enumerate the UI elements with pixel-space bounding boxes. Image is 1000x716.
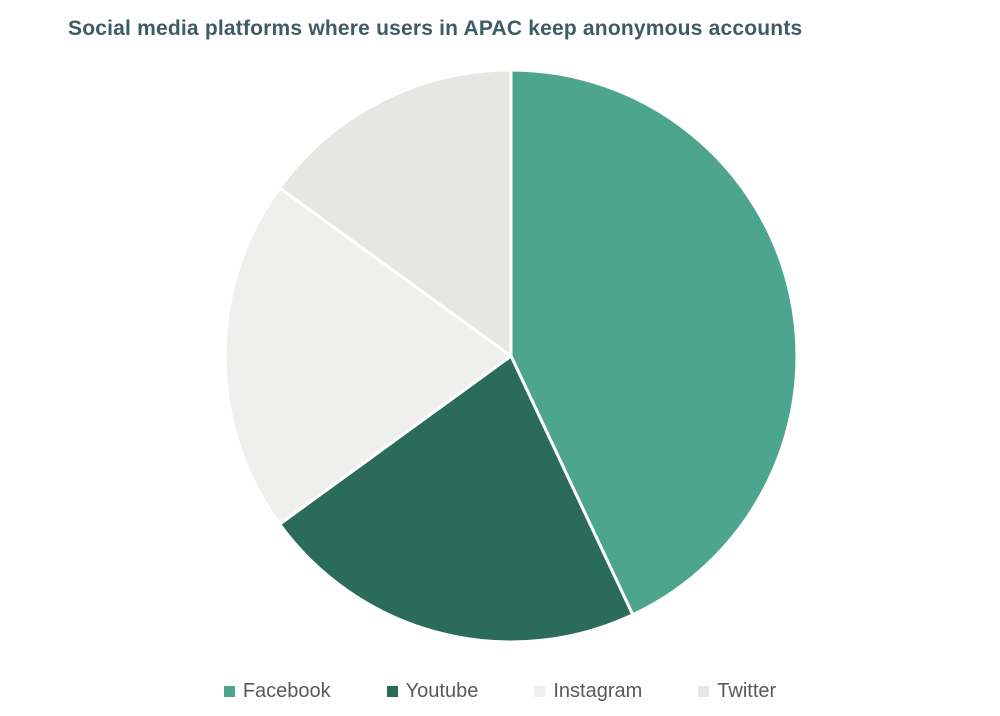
legend-swatch-youtube-icon bbox=[386, 686, 398, 697]
legend-label-youtube: Youtube bbox=[405, 680, 479, 702]
legend-label-facebook: Facebook bbox=[242, 680, 331, 702]
legend-label-twitter: Twitter bbox=[717, 680, 777, 702]
legend: Facebook Youtube Instagram Twitter bbox=[0, 680, 1000, 703]
legend-label-instagram: Instagram bbox=[553, 680, 643, 702]
pie-slice-facebook bbox=[509, 68, 799, 617]
legend-item-youtube: Youtube bbox=[386, 680, 479, 703]
legend-swatch-facebook-icon bbox=[223, 686, 235, 697]
legend-swatch-instagram-icon bbox=[534, 686, 546, 697]
legend-item-instagram: Instagram bbox=[534, 680, 642, 703]
chart-title: Social media platforms where users in AP… bbox=[68, 17, 803, 40]
pie-slice-twitter bbox=[278, 68, 513, 358]
legend-item-facebook: Facebook bbox=[223, 680, 331, 703]
legend-swatch-twitter-icon bbox=[698, 686, 710, 697]
pie-slice-instagram bbox=[223, 186, 513, 526]
pie-slice-youtube bbox=[278, 354, 635, 644]
legend-item-twitter: Twitter bbox=[698, 680, 776, 703]
